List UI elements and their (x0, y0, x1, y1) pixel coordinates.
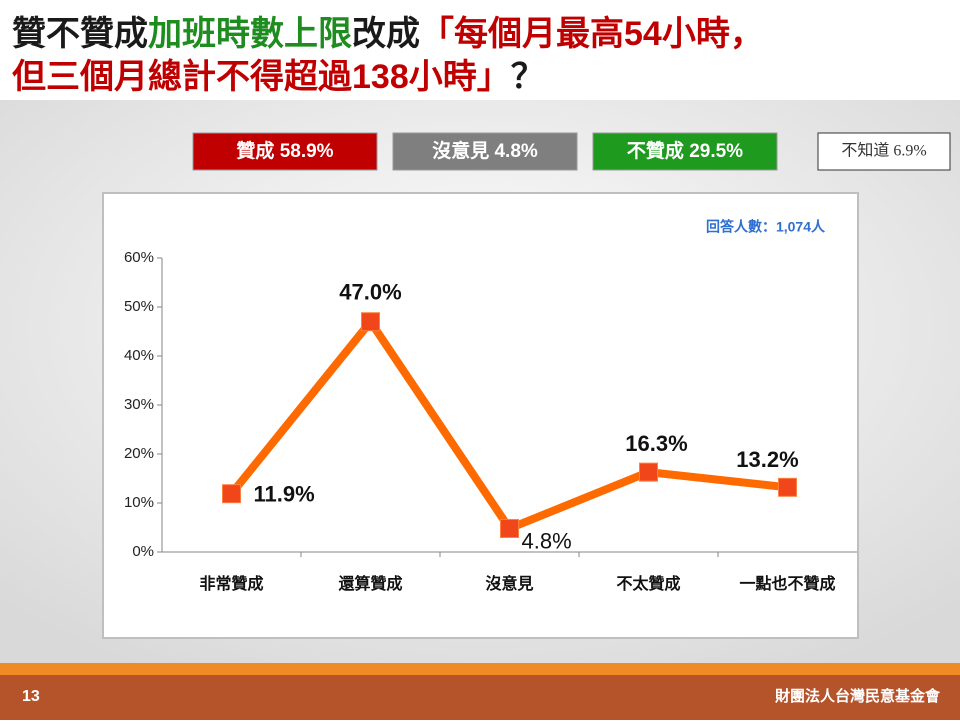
x-tick-label: 一點也不贊成 (739, 574, 835, 593)
marker (639, 462, 658, 482)
summary-box (592, 132, 778, 171)
respondents-note: 回答人數：1,074人 (706, 219, 826, 235)
summary-label: 贊成 58.9% (236, 139, 333, 162)
data-label: 47.0% (339, 280, 401, 305)
data-label: 11.9% (254, 482, 315, 507)
footer-stripe (0, 663, 960, 675)
title-part: 但三個月總計不得超過138小時」 (12, 58, 511, 96)
y-tick-label: 30% (124, 396, 154, 413)
title-part: 贊不贊成 (12, 15, 148, 53)
chart-panel (102, 192, 859, 639)
title-part: 「每個月最高54小時， (420, 15, 764, 53)
title-part: 改成 (352, 15, 420, 53)
y-tick-label: 10% (124, 494, 154, 511)
marker (222, 484, 241, 504)
page-number: 13 (22, 688, 40, 705)
organization: 財團法人台灣民意基金會 (774, 687, 941, 705)
y-tick-label: 20% (124, 445, 154, 462)
marker (361, 312, 380, 332)
title-part: 加班時數上限 (148, 15, 352, 53)
summary-label: 沒意見 4.8% (432, 139, 538, 162)
marker (778, 477, 797, 497)
title-line: 贊不贊成加班時數上限改成「每個月最高54小時， (12, 15, 764, 53)
y-tick-label: 0% (132, 543, 154, 560)
y-tick-label: 40% (124, 347, 154, 364)
title-part: ？ (511, 58, 545, 96)
summary-box (392, 132, 578, 171)
summary-label: 不贊成 29.5% (627, 139, 743, 162)
summary-box (817, 132, 951, 171)
x-tick-label: 沒意見 (485, 574, 533, 593)
data-label: 4.8% (522, 528, 572, 553)
summary-label: 不知道 6.9% (841, 142, 926, 160)
footer-bar (0, 675, 960, 720)
y-tick-label: 60% (124, 249, 154, 266)
title-line: 但三個月總計不得超過138小時」？ (12, 58, 545, 96)
marker (500, 518, 519, 538)
x-tick-label: 不太贊成 (616, 574, 680, 593)
data-label: 16.3% (625, 431, 687, 456)
summary-box (192, 132, 378, 171)
x-tick-label: 非常贊成 (199, 574, 263, 593)
y-tick-label: 50% (124, 298, 154, 315)
x-tick-label: 還算贊成 (338, 574, 402, 593)
data-label: 13.2% (736, 447, 798, 472)
